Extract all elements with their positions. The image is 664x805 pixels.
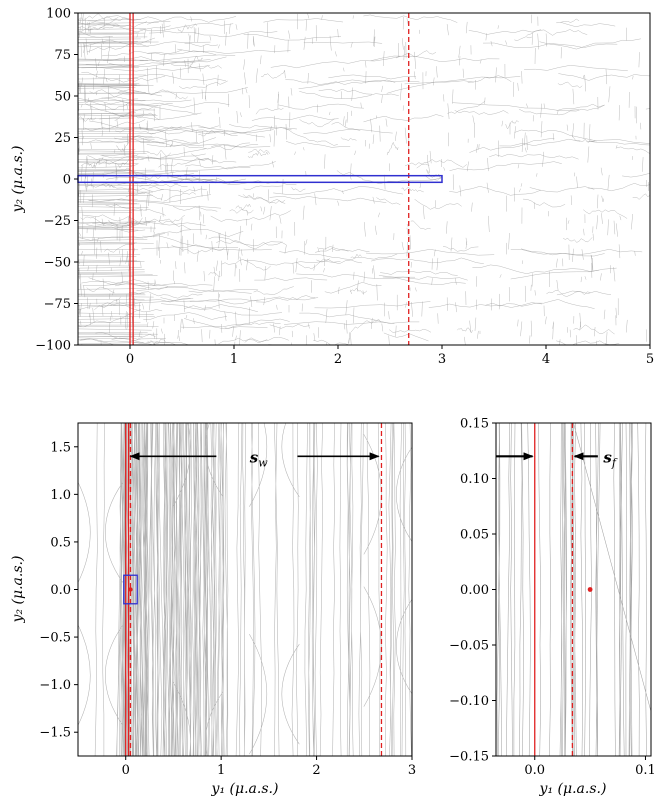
bottom-left-y-ticks: −1.5 −1.0 −0.5 0.0 0.5 1.0 1.5 bbox=[39, 440, 78, 741]
top-y-tick-label: 100 bbox=[46, 7, 71, 22]
br-y-tick-label: 0.15 bbox=[460, 417, 489, 432]
br-x-tick-label: 0.1 bbox=[635, 763, 656, 778]
bl-x-tick-label: 0 bbox=[122, 763, 130, 778]
top-x-tick-label: 5 bbox=[646, 352, 654, 367]
bottom-right-x-ticks: 0.0 0.1 bbox=[524, 756, 656, 778]
top-y-tick-label: −100 bbox=[35, 339, 71, 354]
bottom-right-reference-lines bbox=[534, 423, 574, 756]
bottom-left-x-ticks: 0 1 2 3 bbox=[122, 756, 416, 778]
bottom-left-x-axis-label: y₁ (μ.a.s.) bbox=[211, 781, 279, 797]
br-annotation-subscript: f bbox=[611, 456, 618, 469]
top-x-tick-label: 1 bbox=[230, 352, 238, 367]
bl-y-tick-label: −1.0 bbox=[39, 678, 71, 693]
top-caustic-network bbox=[78, 13, 650, 345]
bottom-right-caustic-network bbox=[496, 423, 651, 756]
top-y-axis-label: y₂ (μ.a.s.) bbox=[10, 146, 26, 214]
br-y-tick-label: 0.00 bbox=[460, 583, 489, 598]
top-y-ticks: −100 −75 −50 −25 0 25 50 75 100 bbox=[35, 7, 78, 354]
br-y-tick-label: 0.10 bbox=[460, 472, 489, 487]
top-y-tick-label: −75 bbox=[44, 297, 71, 312]
top-x-tick-label: 2 bbox=[334, 352, 342, 367]
bottom-left-panel: sw 0 1 2 3 −1.5 −1.0 −0.5 0.0 0.5 1.0 1.5 y₂ (μ.a… bbox=[10, 422, 416, 797]
top-y-tick-label: 75 bbox=[54, 48, 71, 63]
top-y-tick-label: 50 bbox=[54, 90, 71, 105]
top-reference-lines bbox=[129, 13, 410, 345]
br-y-tick-label: −0.10 bbox=[449, 694, 489, 709]
bl-x-tick-label: 1 bbox=[217, 763, 225, 778]
bottom-right-panel: sf 0.0 0.1 −0.15 −0.10 −0.05 0.00 0.05 0.10 0.1… bbox=[449, 417, 656, 798]
br-y-tick-label: 0.05 bbox=[460, 528, 489, 543]
bottom-left-y-axis-label: y₂ (μ.a.s.) bbox=[10, 556, 26, 624]
br-y-tick-label: −0.15 bbox=[449, 750, 489, 765]
top-x-tick-label: 3 bbox=[438, 352, 446, 367]
bottom-right-y-ticks: −0.15 −0.10 −0.05 0.00 0.05 0.10 0.15 bbox=[449, 417, 496, 765]
bottom-right-x-axis-label: y₁ (μ.a.s.) bbox=[539, 781, 607, 797]
top-y-tick-label: 25 bbox=[54, 131, 71, 146]
bl-x-tick-label: 2 bbox=[312, 763, 320, 778]
top-x-tick-label: 4 bbox=[542, 352, 550, 367]
br-annotation-label: sf bbox=[603, 448, 617, 469]
top-y-tick-label: −50 bbox=[44, 256, 71, 271]
bottom-right-source-point bbox=[587, 587, 593, 592]
bottom-left-zoom-box bbox=[123, 574, 138, 605]
br-annotation-symbol: s bbox=[603, 448, 612, 466]
top-panel: 0 1 2 3 4 5 −100 −75 −50 −25 0 25 50 75 100 y₂ (μ.a.s… bbox=[10, 7, 654, 368]
top-y-tick-label: −25 bbox=[44, 214, 71, 229]
br-x-tick-label: 0.0 bbox=[524, 763, 545, 778]
bl-y-tick-label: 1.0 bbox=[50, 488, 71, 503]
bl-x-tick-label: 3 bbox=[408, 763, 416, 778]
bl-y-tick-label: 0.0 bbox=[50, 583, 71, 598]
bottom-right-annotations: sf bbox=[496, 448, 618, 469]
bl-annotation-label: sw bbox=[250, 448, 268, 469]
bl-annotation-symbol: s bbox=[250, 448, 259, 466]
bl-annotation-subscript: w bbox=[258, 456, 268, 469]
bl-y-tick-label: −1.5 bbox=[39, 726, 71, 741]
br-y-tick-label: −0.05 bbox=[449, 639, 489, 654]
bottom-left-source-point bbox=[128, 587, 133, 592]
br-caustic-path bbox=[496, 423, 651, 756]
bl-y-tick-label: 1.5 bbox=[50, 440, 71, 455]
top-x-tick-label: 0 bbox=[126, 352, 134, 367]
top-x-ticks: 0 1 2 3 4 5 bbox=[126, 345, 654, 367]
bl-y-tick-label: −0.5 bbox=[39, 631, 71, 646]
bottom-left-annotations: sw bbox=[129, 448, 380, 469]
top-caustic-path bbox=[78, 13, 650, 345]
top-y-tick-label: 0 bbox=[63, 173, 71, 188]
bl-y-tick-label: 0.5 bbox=[50, 535, 71, 550]
